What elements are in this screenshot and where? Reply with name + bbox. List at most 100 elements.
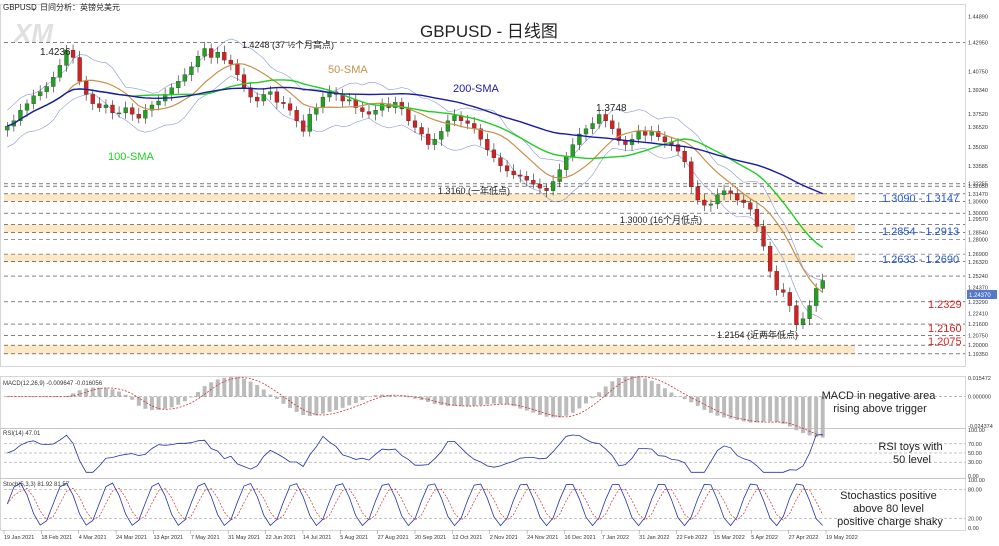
candle-body (366, 111, 372, 115)
stoch-y-tick: 80.00 (968, 488, 982, 494)
macd-bar (676, 396, 681, 397)
macd-bar (281, 396, 286, 404)
candle-body (616, 128, 621, 141)
candle-body (610, 120, 615, 129)
candle-body (682, 151, 687, 162)
level-label-3: 1.2075 (928, 336, 962, 348)
macd-bar (274, 396, 279, 400)
panel-frame-0 (0, 4, 966, 367)
chart-title: GBPUSD - 日线图 (420, 22, 558, 41)
macd-bar (722, 396, 727, 418)
candle-body (97, 103, 102, 108)
candle-body (70, 49, 76, 58)
x-tick-label: 27 Aug 2021 (378, 535, 409, 541)
candle-body (708, 203, 714, 206)
candle-body (465, 120, 470, 124)
stoch-k-line (6, 482, 823, 527)
candle-body (735, 193, 740, 201)
candle-body (116, 112, 122, 115)
sub-panels: 0.0154720.000000-0.024374100.0070.0050.0… (4, 375, 993, 532)
macd-comment-line-1: MACD in negative area (822, 390, 937, 402)
candle-body (504, 165, 510, 172)
candle-body (169, 87, 174, 95)
macd-bar (294, 396, 299, 412)
macd-bar (452, 396, 457, 406)
macd-bar (787, 396, 792, 427)
candle-body (531, 180, 536, 185)
rsi-comment-line-1: RSI toys with (878, 441, 942, 453)
rsi-comment: RSI toys with 50 level (878, 441, 945, 466)
rsi-comment-line-2: 50 level (893, 454, 931, 466)
macd-bar (735, 396, 740, 421)
macd-bar (702, 396, 707, 410)
candle-body (603, 114, 608, 121)
candle-body (485, 139, 490, 151)
candle-body (307, 114, 312, 132)
macd-bar (320, 396, 325, 414)
candle-body (136, 114, 141, 119)
candle-body (748, 202, 753, 210)
main-y-tick: 1.40750 (968, 69, 988, 75)
macd-bar (728, 396, 733, 419)
macd-bar (196, 392, 200, 397)
x-tick-label: 7 Jan 2022 (602, 535, 629, 541)
x-tick-label: 20 Sep 2021 (415, 535, 446, 541)
candle-body (511, 170, 516, 176)
macd-bar (228, 376, 233, 397)
x-axis-ticks: 19 Jan 2021 18 Feb 2021 4 Mar 2021 24 Mar 2… (3, 530, 858, 541)
x-tick-label: 19 May 2022 (826, 535, 858, 541)
candle-body (814, 288, 819, 306)
macd-bar (413, 396, 417, 399)
panel-frames (0, 4, 966, 531)
macd-bar (814, 396, 819, 437)
level-zone-bottom (4, 345, 855, 354)
stoch-comment-line-3: positive charge shaky (837, 516, 943, 528)
macd-bar (649, 380, 654, 397)
macd-bar (537, 396, 542, 415)
macd-bar (820, 396, 825, 438)
candle-body (544, 187, 549, 191)
macd-bar (248, 381, 253, 397)
candle-body (314, 107, 319, 115)
candle-body (662, 136, 668, 143)
candle-body (222, 52, 227, 61)
candle-body (24, 103, 30, 111)
sma200-line (7, 86, 823, 195)
macd-bar (288, 396, 293, 408)
main-y-tick: 1.32050 (968, 184, 988, 190)
annotation-2: 1.4248 (37 ½个月高点) (242, 39, 334, 50)
moving-averages (7, 62, 824, 293)
macd-bar (590, 396, 595, 399)
macd-bar (616, 377, 621, 397)
candle-body (419, 127, 424, 135)
level-label-2: 1.2160 (928, 323, 962, 335)
sma100-line (7, 79, 824, 249)
macd-bar (71, 393, 76, 397)
candle-body (182, 74, 187, 82)
macd-bar (169, 396, 174, 408)
macd-bar (347, 396, 352, 406)
main-y-tick: 1.20750 (968, 333, 988, 339)
macd-bar (741, 396, 746, 422)
macd-bar (551, 396, 556, 418)
level-zone-1 (4, 224, 855, 233)
macd-bar (439, 396, 444, 406)
macd-bar (584, 396, 588, 404)
x-tick-label: 4 Mar 2021 (79, 535, 107, 541)
symbol-label: GBPUSD (3, 3, 37, 12)
x-tick-label: 5 Aug 2021 (340, 535, 368, 541)
annotation-3: 1.3748 (596, 103, 627, 114)
candle-body (31, 95, 36, 104)
x-tick-label: 19 Jan 2021 (4, 535, 34, 541)
candle-body (478, 128, 483, 140)
macd-bar (603, 386, 608, 397)
candle-body (715, 194, 720, 205)
main-y-tick: 1.20000 (968, 343, 988, 349)
macd-bar (110, 389, 115, 397)
macd-bar (406, 396, 411, 398)
candle-body (807, 305, 812, 319)
main-y-tick: 1.26900 (968, 252, 988, 258)
main-y-tick: 1.42950 (968, 40, 988, 46)
macd-bar (176, 396, 181, 405)
macd-bar (715, 396, 720, 416)
